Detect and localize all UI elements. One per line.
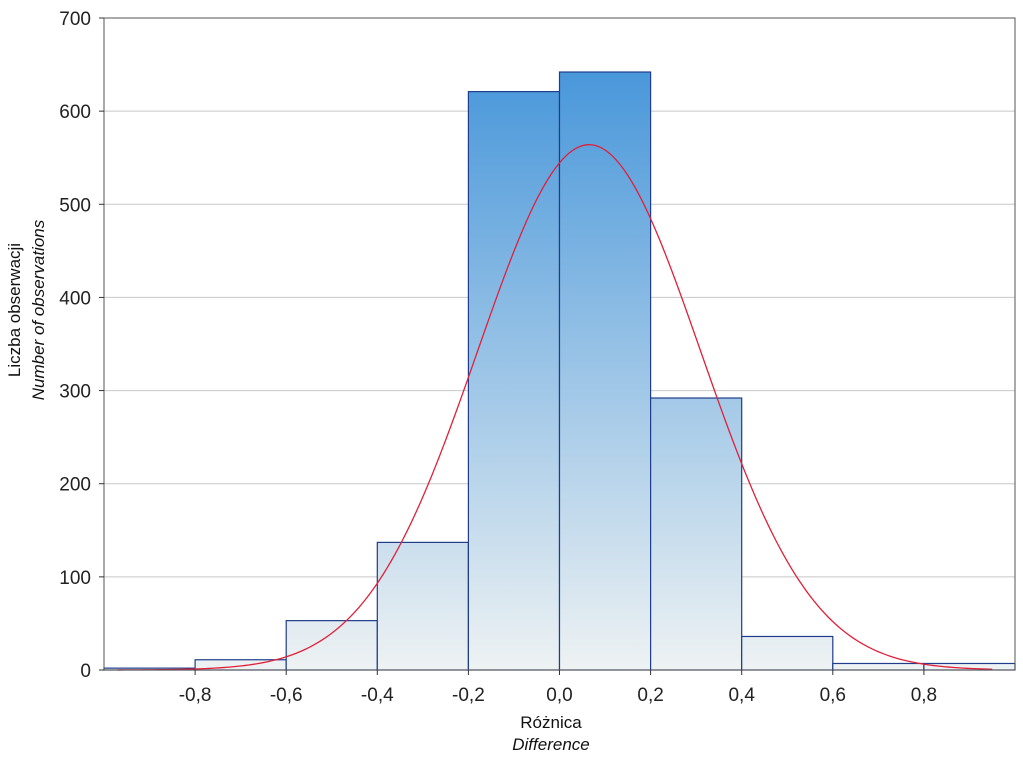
- x-tick-label: -0,8: [179, 685, 212, 706]
- y-tick-label: 600: [59, 102, 91, 123]
- histogram-bar: [467, 90, 561, 671]
- y-tick-label: 0: [80, 661, 91, 682]
- y-tick-label: 200: [59, 475, 91, 496]
- y-axis-title: Liczba obserwacji: [5, 243, 24, 377]
- histogram-bar: [558, 71, 652, 671]
- axis-ticks: [99, 17, 925, 675]
- y-tick-label: 300: [59, 382, 91, 403]
- y-tick-label: 100: [59, 568, 91, 589]
- x-tick-label: -0,2: [452, 685, 485, 706]
- x-tick-label: 0,2: [637, 685, 663, 706]
- x-tick-label: 0,8: [911, 685, 937, 706]
- x-tick-label: -0,4: [361, 685, 394, 706]
- histogram-bar: [649, 397, 743, 671]
- x-axis-title: Różnica: [520, 713, 582, 732]
- histogram-bar: [832, 662, 925, 671]
- y-tick-label: 500: [59, 195, 91, 216]
- normal-fit-curve: [117, 144, 993, 671]
- x-axis-title-en: Difference: [512, 735, 589, 754]
- histogram-bars: [103, 71, 1016, 671]
- x-tick-label: -0,6: [270, 685, 303, 706]
- x-tick-label: 0,0: [546, 685, 572, 706]
- y-tick-label: 400: [59, 288, 91, 309]
- histogram-bar: [285, 620, 378, 671]
- x-tick-label: 0,4: [728, 685, 755, 706]
- x-tick-label: 0,6: [820, 685, 846, 706]
- y-axis-title-en: Number of observations: [29, 219, 48, 400]
- histogram-bar: [741, 635, 834, 671]
- y-tick-label: 700: [59, 9, 91, 30]
- tick-labels: -0,8 -0,6 -0,4 -0,2 0,0 0,2 0,4 0,6 0,8 0 100 200 30…: [59, 9, 937, 706]
